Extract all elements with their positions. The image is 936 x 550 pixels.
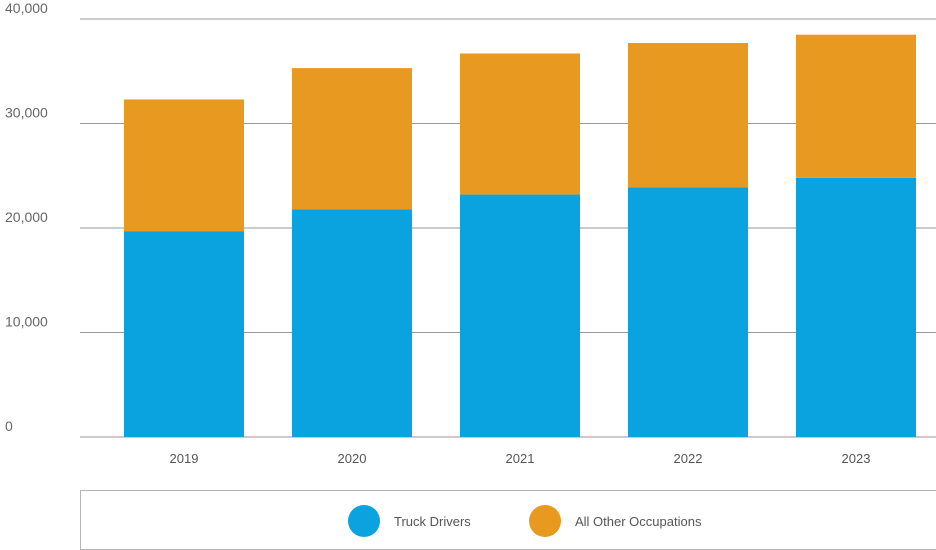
y-tick-label: 30,000: [5, 105, 48, 121]
legend-item-truck-drivers: Truck Drivers: [348, 505, 471, 537]
bar-truck-drivers-2022: [628, 187, 748, 437]
bar-all-other-occupations-2023: [796, 34, 916, 178]
y-tick-label: 10,000: [5, 314, 48, 330]
legend-swatch-truck-drivers: [348, 505, 380, 537]
bars: [124, 34, 916, 437]
legend-label-truck-drivers: Truck Drivers: [394, 513, 471, 529]
legend-swatch-all-other-occupations: [529, 505, 561, 537]
x-tick-label: 2022: [674, 451, 703, 466]
x-tick-label: 2023: [842, 451, 871, 466]
x-tick-label: 2021: [506, 451, 535, 466]
bar-all-other-occupations-2022: [628, 43, 748, 188]
y-axis-tick-labels: 0 10,000 20,000 30,000 40,000: [5, 0, 48, 434]
bar-all-other-occupations-2019: [124, 99, 244, 232]
bar-truck-drivers-2021: [460, 194, 580, 437]
y-tick-label: 20,000: [5, 209, 48, 225]
bar-all-other-occupations-2020: [292, 68, 412, 210]
legend-label-all-other-occupations: All Other Occupations: [575, 513, 702, 529]
bar-all-other-occupations-2021: [460, 53, 580, 195]
x-tick-label: 2020: [338, 451, 367, 466]
legend-item-all-other-occupations: All Other Occupations: [529, 505, 701, 537]
bar-truck-drivers-2020: [292, 209, 412, 437]
bar-truck-drivers-2019: [124, 231, 244, 437]
y-tick-label: 0: [5, 418, 13, 434]
x-tick-label: 2019: [170, 451, 199, 466]
bar-truck-drivers-2023: [796, 177, 916, 437]
x-axis-tick-labels: 2019 2020 2021 2022 2023: [170, 451, 871, 466]
y-tick-label: 40,000: [5, 0, 48, 16]
legend: Truck Drivers All Other Occupations: [80, 490, 936, 550]
